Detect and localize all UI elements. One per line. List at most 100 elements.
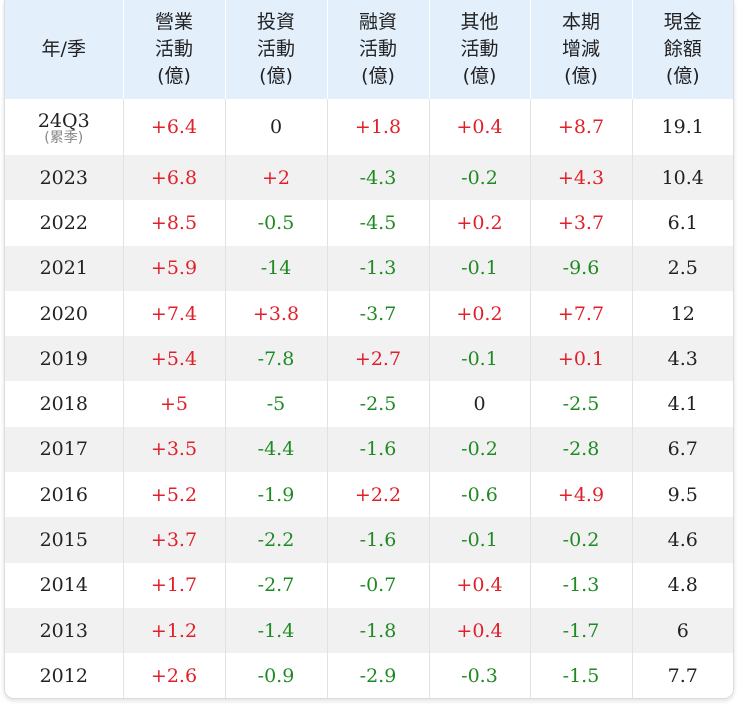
value-cell: 4.6 [631,517,733,563]
value-cell: -0.3 [428,653,530,698]
value-cell: -2.7 [224,562,327,608]
value-cell: -0.2 [428,155,530,201]
value-cell: +4.9 [529,472,632,518]
table-row: 2016 +5.2 -1.9 +2.2 -0.6 +4.9 9.5 [5,472,733,518]
table-row: 2021 +5.9 -14 -1.3 -0.1 -9.6 2.5 [5,245,733,291]
value-cell: -3.7 [326,290,429,337]
value-cell: +3.5 [122,426,225,473]
value-cell: -2.5 [529,381,632,427]
period: 2018 [39,393,88,416]
value-cell: +8.7 [529,99,632,155]
value-cell: +1.7 [122,562,225,608]
value-cell: +3.8 [224,290,327,337]
header-cell: 年/季 [5,0,123,99]
value-cell: +1.8 [326,99,429,155]
value-cell: 19.1 [631,99,733,155]
value-cell: +5.9 [122,245,225,291]
value-cell: -4.4 [224,426,327,473]
table-body: 24Q3 (累季) +6.4 0 +1.8 +0.4 +8.7 19.1 2023 +6.8 +2-… [5,99,733,698]
header-line: 增減 [561,38,600,60]
header-line: (億) [361,65,395,87]
period: 2014 [39,574,88,597]
value-cell: -9.6 [529,245,632,291]
period-note: (累季) [44,130,84,146]
value-cell: -1.7 [529,607,632,654]
table-row: 2018 +5 -5 -2.5 0 -2.5 4.1 [5,381,733,427]
period-cell: 2012 [5,653,123,698]
value-cell: -0.2 [529,517,632,563]
value-cell: -1.3 [326,245,429,291]
header-cell: 營業 活動 (億) [122,0,225,99]
value-cell: -2.9 [326,653,429,698]
header-line: (億) [259,65,293,87]
value-cell: -1.5 [529,653,632,698]
header-line: 現金 [663,11,702,33]
period-cell: 2021 [5,245,123,291]
value-cell: +5.2 [122,472,225,518]
value-cell: +0.4 [428,607,530,654]
period-cell: 2020 [5,291,123,336]
header-line: 年/季 [41,38,86,60]
value-cell: +2.7 [326,336,429,382]
value-cell: -0.1 [428,245,530,291]
value-cell: +0.4 [428,562,530,608]
value-cell: 4.8 [631,562,733,608]
value-cell: -7.8 [224,336,327,382]
value-cell: -0.5 [224,200,327,246]
value-cell: 10.4 [631,155,733,201]
header-line: 融資 [358,11,397,33]
period: 2023 [39,166,88,189]
value-cell: -4.3 [326,155,429,201]
header-line: (億) [462,65,497,87]
value-cell: +2.6 [122,653,225,698]
value-cell: -0.7 [326,562,429,608]
period: 24Q3 [37,110,90,132]
value-cell: +0.2 [428,290,530,337]
value-cell: -1.4 [224,607,327,654]
value-cell: +0.4 [428,99,530,155]
value-cell: -2.8 [529,426,632,473]
value-cell: 0 [224,99,327,155]
header-line: 活動 [460,38,499,60]
value-cell: -1.8 [326,607,429,654]
period-cell: 2023 [5,155,123,201]
value-cell: 2.5 [631,245,733,291]
value-cell: -14 [224,245,327,291]
table-row: 2017 +3.5 -4.4 -1.6 -0.2 -2.8 6.7 [5,426,733,473]
value-cell: +7.4 [122,290,225,337]
value-cell: 12 [631,290,733,337]
value-cell: -0.2 [428,426,530,473]
header-cell: 現金 餘額 (億) [631,0,733,99]
value-cell: -5 [224,381,327,427]
header-line: 投資 [256,11,295,33]
header-line: (億) [665,65,700,87]
period: 2013 [39,619,88,642]
value-cell: 4.3 [631,336,733,382]
value-cell: -1.6 [326,426,429,473]
value-cell: -0.1 [428,336,530,382]
header-line: 營業 [154,11,193,33]
value-cell: +5 [122,381,225,427]
value-cell: +1.2 [122,607,225,654]
value-cell: +3.7 [122,517,225,563]
header-row: 年/季 營業 活動 (億) 投資 活動 (億) 融資 活動 (億) 其他 活動 (億) 本期 增減 (億) 現金… [5,0,733,99]
table-card: 年/季 營業 活動 (億) 投資 活動 (億) 融資 活動 (億) 其他 活動 (億) 本期 增減 (億) 現金… [4,0,734,699]
header-line: 本期 [561,11,600,33]
value-cell: -4.5 [326,200,429,246]
value-cell: +4.3 [529,155,632,201]
value-cell: -0.1 [428,517,530,563]
table-row: 24Q3 (累季) +6.4 0 +1.8 +0.4 +8.7 19.1 [5,99,733,155]
value-cell: +3.7 [529,200,632,246]
header-line: (億) [564,65,598,87]
cash-flow-table: 年/季 營業 活動 (億) 投資 活動 (億) 融資 活動 (億) 其他 活動 (億) 本期 增減 (億) 現金… [5,0,733,698]
period-cell: 24Q3 (累季) [5,99,123,155]
value-cell: -0.6 [428,472,530,518]
header-line: 活動 [358,38,397,60]
period-cell: 2016 [5,472,123,517]
value-cell: -1.3 [529,562,632,608]
table-row: 2020 +7.4 +3.8 -3.7 +0.2 +7.7 12 [5,290,733,337]
table-row: 2019 +5.4 -7.8 +2.7 -0.1 +0.1 4.3 [5,336,733,382]
table-row: 2023 +6.8 +2 -4.3 -0.2 +4.3 10.4 [5,155,733,201]
value-cell: -1.6 [326,517,429,563]
period: 2021 [39,257,88,280]
